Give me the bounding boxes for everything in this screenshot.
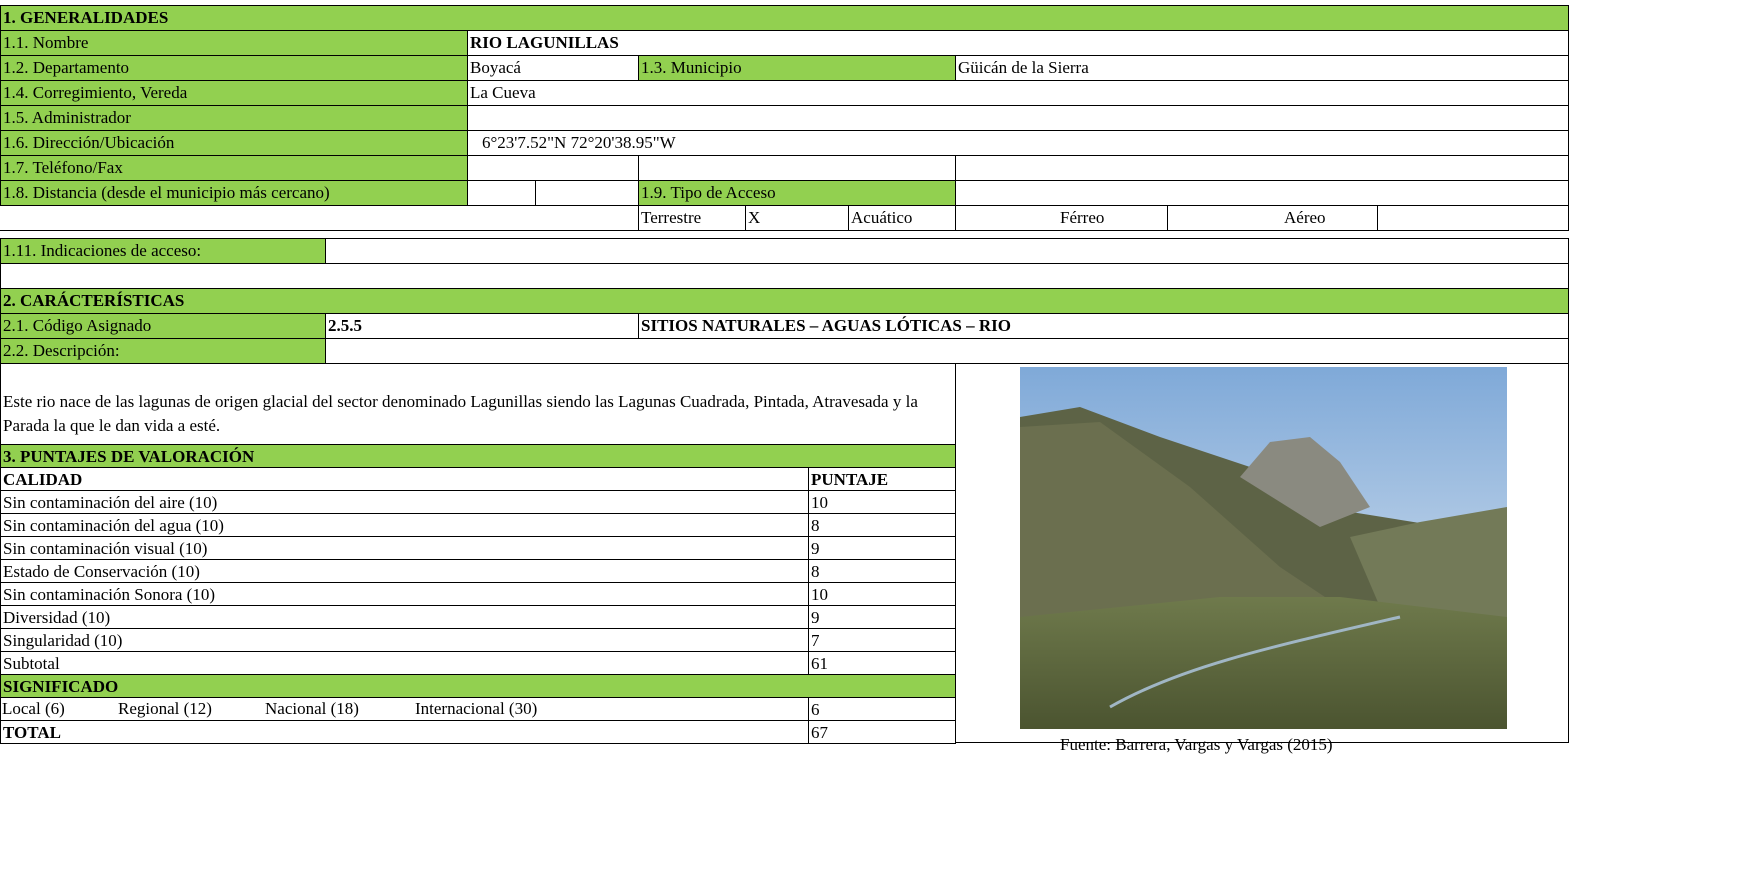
field-label: 1.9. Tipo de Acceso: [638, 180, 956, 206]
section-title: 1. GENERALIDADES: [0, 5, 1569, 31]
significance-option: Internacional (30): [415, 699, 538, 718]
score: 7: [808, 628, 956, 652]
field-label: 2.1. Código Asignado: [0, 313, 326, 339]
field-value: RIO LAGUNILLAS: [467, 30, 1569, 56]
score: 10: [808, 490, 956, 514]
access-option: Aéreo: [1167, 205, 1378, 231]
field-value: Boyacá: [467, 55, 639, 81]
empty-cell: [1377, 205, 1569, 231]
empty-cell: [955, 155, 1569, 181]
field-label: 1.7. Teléfono/Fax: [0, 155, 468, 181]
total-label: TOTAL: [0, 720, 809, 744]
column-header: PUNTAJE: [808, 467, 956, 491]
field-label: 1.2. Departamento: [0, 55, 468, 81]
significance-option: Local (6): [2, 699, 65, 718]
empty-cell: [955, 180, 1569, 206]
empty-cell: [467, 105, 1569, 131]
field-label: 1.4. Corregimiento, Vereda: [0, 80, 468, 106]
field-value: Güicán de la Sierra: [955, 55, 1569, 81]
criterion: Sin contaminación del aire (10): [0, 490, 809, 514]
field-label: 1.11. Indicaciones de acceso:: [0, 238, 326, 264]
field-label: 1.5. Administrador: [0, 105, 468, 131]
field-value: 2.5.5: [325, 313, 639, 339]
field-label: 1.1. Nombre: [0, 30, 468, 56]
criterion: Diversidad (10): [0, 605, 809, 629]
empty-cell: [535, 180, 639, 206]
subtotal-score: 61: [808, 651, 956, 675]
field-label: 1.8. Distancia (desde el municipio más c…: [0, 180, 468, 206]
photo-caption: Fuente: Barrera, Vargas y Vargas (2015): [1060, 735, 1333, 754]
column-header: SIGNIFICADO: [0, 674, 956, 698]
section-title: 3. PUNTAJES DE VALORACIÓN: [0, 444, 956, 468]
access-mark: X: [745, 205, 849, 231]
score: 9: [808, 536, 956, 560]
access-option: Férreo: [955, 205, 1168, 231]
empty-cell: [0, 205, 639, 231]
subtotal-label: Subtotal: [0, 651, 809, 675]
score: 6: [808, 697, 956, 721]
empty-cell: [467, 180, 536, 206]
field-value: SITIOS NATURALES – AGUAS LÓTICAS – RIO: [638, 313, 1569, 339]
criterion: Sin contaminación Sonora (10): [0, 582, 809, 606]
field-value: La Cueva: [467, 80, 1569, 106]
significance-option: Regional (12): [118, 699, 212, 718]
empty-cell: [325, 338, 1569, 364]
score: 8: [808, 559, 956, 583]
field-value: 6°23'7.52"N 72°20'38.95"W: [467, 130, 1569, 156]
total-score: 67: [808, 720, 956, 744]
empty-cell: [467, 155, 639, 181]
access-option: Acuático: [848, 205, 956, 231]
field-label: 2.2. Descripción:: [0, 338, 326, 364]
criterion: Sin contaminación del agua (10): [0, 513, 809, 537]
criterion: Sin contaminación visual (10): [0, 536, 809, 560]
column-header: CALIDAD: [0, 467, 809, 491]
score: 9: [808, 605, 956, 629]
significance-option: Nacional (18): [265, 699, 359, 718]
description-text: Este rio nace de las lagunas de origen g…: [3, 392, 918, 435]
criterion: Singularidad (10): [0, 628, 809, 652]
section-title: 2. CARÁCTERÍSTICAS: [0, 288, 1569, 314]
access-option: Terrestre: [638, 205, 746, 231]
score: 8: [808, 513, 956, 537]
photo: [1020, 367, 1507, 729]
description-area: Este rio nace de las lagunas de origen g…: [0, 363, 956, 444]
empty-cell: [638, 155, 956, 181]
empty-cell: [0, 263, 1569, 289]
field-label: 1.3. Municipio: [638, 55, 956, 81]
score: 10: [808, 582, 956, 606]
field-label: 1.6. Dirección/Ubicación: [0, 130, 468, 156]
empty-cell: [325, 238, 1569, 264]
criterion: Estado de Conservación (10): [0, 559, 809, 583]
